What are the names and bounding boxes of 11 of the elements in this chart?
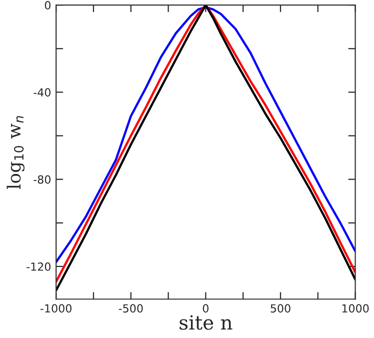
x-tick-label: -500 <box>118 304 143 313</box>
x-tick-label: 1000 <box>342 304 369 313</box>
x-tick-label: 500 <box>270 304 290 313</box>
y-tick-label: -120 <box>26 262 50 271</box>
x-axis-title: site n <box>180 315 232 330</box>
y-tick-label: 0 <box>44 1 50 10</box>
x-tick-label: -1000 <box>40 304 72 313</box>
y-tick-label: -80 <box>34 175 50 184</box>
x-tick-label: 0 <box>202 304 208 313</box>
y-axis-title: log$_{10}$ w$_{n}$ <box>6 116 24 190</box>
y-tick-label: -40 <box>34 88 50 97</box>
